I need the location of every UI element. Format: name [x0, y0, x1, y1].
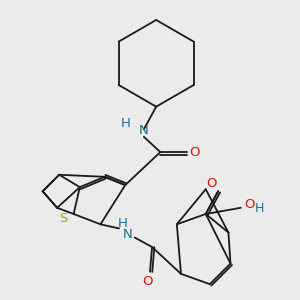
Text: S: S: [59, 212, 68, 225]
Text: H: H: [118, 217, 128, 230]
Text: O: O: [207, 176, 217, 190]
Text: N: N: [123, 228, 133, 241]
Text: H: H: [255, 202, 264, 215]
Text: N: N: [139, 124, 149, 137]
Text: O: O: [189, 146, 200, 159]
Text: O: O: [244, 198, 254, 211]
Text: H: H: [120, 117, 130, 130]
Text: O: O: [142, 275, 152, 288]
